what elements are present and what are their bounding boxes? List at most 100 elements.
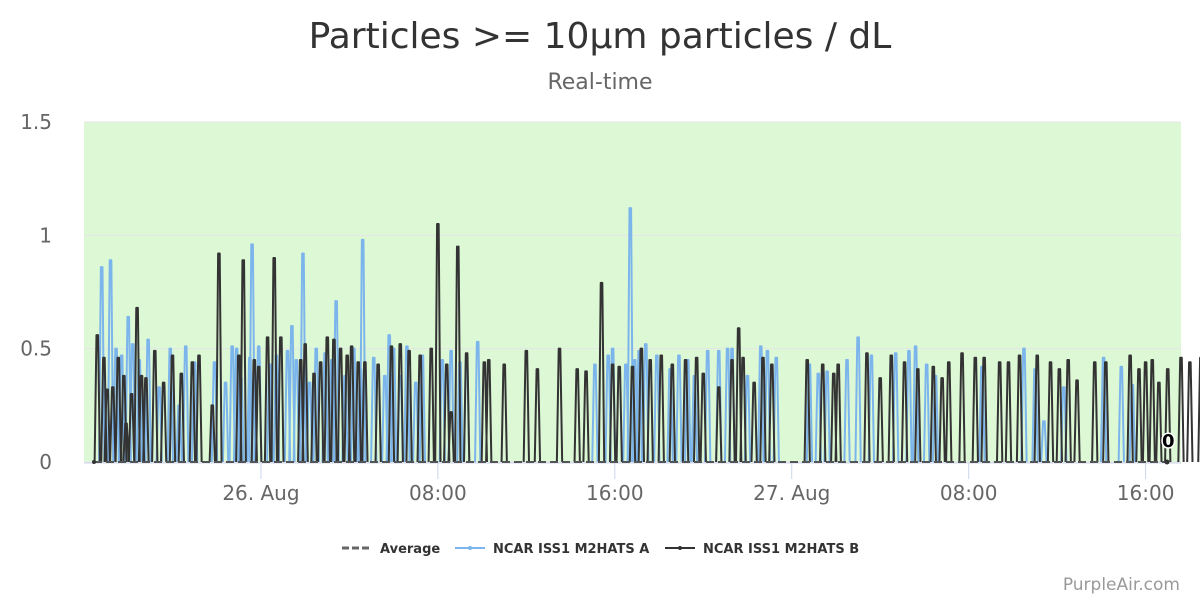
data-spike (500, 363, 508, 463)
data-spike (715, 386, 723, 463)
data-spike (359, 238, 367, 463)
data-spike (929, 365, 937, 463)
data-spike (763, 349, 772, 463)
y-tick-label: 1 (39, 223, 52, 247)
data-spike (336, 347, 345, 463)
data-spike (666, 368, 674, 463)
data-spike (142, 377, 150, 463)
data-spike (122, 422, 130, 463)
credit-link[interactable]: PurpleAir.com (1063, 575, 1180, 595)
data-spike (803, 359, 811, 463)
data-spike (177, 372, 185, 463)
x-axis: 26. Aug 08:00 16:00 27. Aug 08:00 16:00 (84, 462, 1181, 505)
data-spike (980, 356, 988, 463)
data-spike (350, 347, 358, 463)
data-spike (739, 356, 747, 463)
data-spike (704, 349, 712, 463)
data-spike (263, 336, 272, 463)
data-spike (93, 334, 101, 463)
data-spike (854, 336, 862, 463)
data-spike (248, 243, 256, 463)
legend-item[interactable]: Average (342, 542, 440, 557)
data-spike (1033, 354, 1041, 463)
data-spike (396, 343, 404, 463)
x-tick-label: 27. Aug (753, 481, 830, 505)
legend-item[interactable]: NCAR ISS1 M2HATS A (455, 542, 649, 557)
data-spike (109, 386, 117, 463)
data-spike (151, 349, 159, 463)
data-spike (106, 259, 115, 463)
data-spike (330, 338, 338, 463)
data-spike (485, 359, 493, 463)
chart-subtitle: Real-time (547, 70, 652, 95)
data-spike (1099, 356, 1108, 463)
data-spike (945, 361, 953, 463)
data-spike (692, 356, 701, 463)
series-layer (92, 207, 1200, 465)
data-spike (978, 365, 986, 463)
x-tick-label: 08:00 (409, 481, 467, 505)
data-spike (635, 349, 643, 463)
data-spike (1197, 356, 1200, 463)
series-end-marker (1164, 459, 1170, 465)
data-spike (1046, 361, 1055, 463)
data-spike (127, 393, 136, 463)
data-spike (805, 363, 814, 463)
data-spike (675, 354, 683, 463)
data-spike (1102, 361, 1110, 463)
data-spike (1117, 365, 1125, 463)
data-spike (911, 345, 920, 463)
data-spike (735, 327, 743, 463)
data-spike (657, 354, 665, 463)
data-spike (208, 404, 216, 463)
data-spike (597, 281, 606, 463)
y-tick-label: 1.5 (20, 110, 52, 134)
data-spike (250, 359, 258, 463)
y-tick-label: 0 (39, 450, 52, 474)
data-spike (1091, 361, 1099, 463)
data-spike (582, 370, 590, 463)
legend-marker (468, 546, 472, 550)
data-spike (434, 223, 442, 463)
data-spike (757, 345, 765, 463)
legend[interactable]: Average NCAR ISS1 M2HATS A NCAR ISS1 M2HAT… (342, 542, 859, 557)
data-spike (385, 334, 393, 463)
data-spike (876, 377, 884, 463)
data-spike (182, 345, 190, 463)
legend-item[interactable]: NCAR ISS1 M2HATS B (665, 542, 859, 557)
data-spike (133, 306, 141, 463)
data-spike (221, 381, 230, 463)
data-spike (1186, 361, 1194, 463)
data-spike (1141, 361, 1150, 463)
data-spike (522, 349, 530, 463)
y-axis-ticks: 0 0.5 1 1.5 (20, 110, 52, 474)
data-spike (1135, 368, 1143, 463)
data-spike (255, 365, 263, 463)
data-spike (310, 372, 318, 463)
legend-label: NCAR ISS1 M2HATS A (493, 542, 649, 557)
data-spike (443, 363, 451, 463)
data-spike (626, 207, 634, 463)
data-spike (301, 343, 309, 463)
y-tick-label: 0.5 (20, 337, 52, 361)
data-spike (159, 381, 168, 463)
data-spike (462, 352, 471, 463)
data-spike (646, 359, 654, 463)
data-spike (1040, 420, 1048, 463)
data-spike (1064, 359, 1072, 463)
data-spike (454, 245, 462, 463)
data-spike (1155, 381, 1163, 463)
data-spike (768, 363, 776, 463)
data-spike (215, 252, 223, 463)
data-spike (905, 349, 913, 463)
data-spike (288, 325, 296, 463)
data-spike (195, 354, 203, 463)
data-spike (900, 361, 909, 463)
data-spike (370, 356, 378, 463)
data-spike (1015, 354, 1024, 463)
legend-marker (678, 546, 682, 550)
data-spike (316, 361, 325, 463)
data-spike (923, 363, 931, 463)
data-spike (591, 363, 599, 463)
data-spike (347, 345, 356, 463)
